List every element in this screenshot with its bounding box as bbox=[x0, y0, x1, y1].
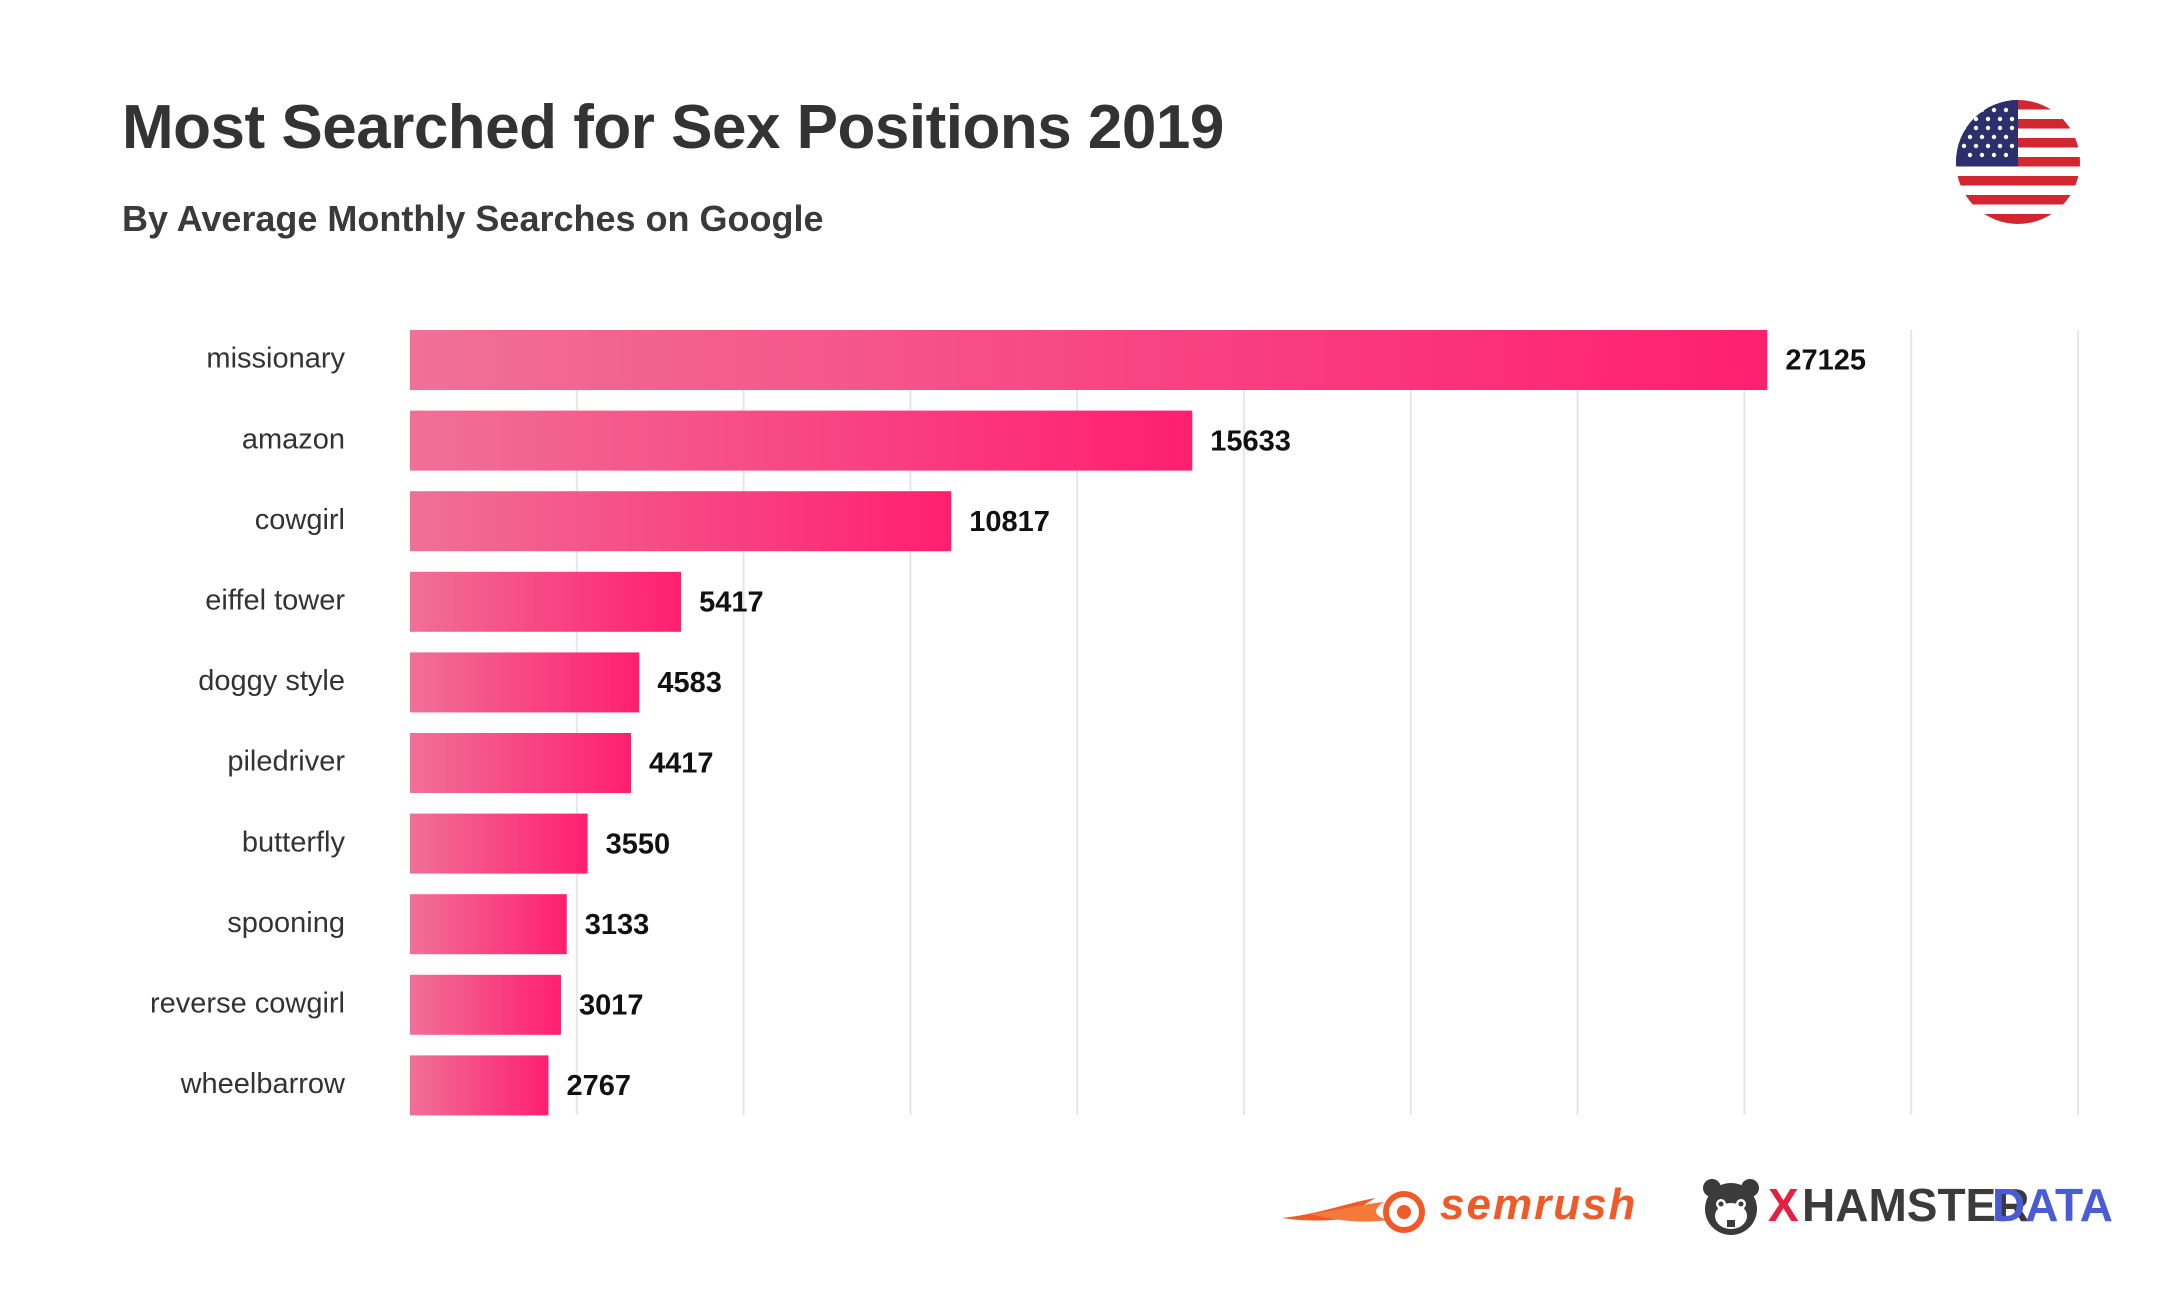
bar-butterfly bbox=[410, 813, 588, 874]
category-label: missionary bbox=[206, 343, 345, 375]
value-label: 3133 bbox=[585, 909, 650, 941]
bar-missionary bbox=[410, 330, 1768, 390]
value-labels: 27125 15633 10817 5417 4583 4417 3550 3133 3017 2… bbox=[566, 345, 1866, 1102]
bar-amazon bbox=[410, 410, 1193, 471]
value-label: 4583 bbox=[657, 667, 722, 699]
bar-spooning bbox=[410, 894, 567, 955]
xhamster-hamster-text: HAMSTER bbox=[1802, 1179, 2030, 1231]
value-label: 10817 bbox=[969, 506, 1050, 538]
category-label: wheelbarrow bbox=[180, 1068, 346, 1100]
value-label: 2767 bbox=[566, 1070, 631, 1102]
category-label: butterfly bbox=[242, 826, 346, 858]
bar-wheelbarrow bbox=[410, 1055, 549, 1116]
bar-doggy-style bbox=[410, 652, 640, 713]
category-label: reverse cowgirl bbox=[150, 987, 345, 1019]
semrush-logo-text: semrush bbox=[1440, 1180, 1638, 1229]
category-label: doggy style bbox=[198, 665, 345, 697]
category-label: amazon bbox=[242, 423, 345, 455]
xhamster-data-text: DATA bbox=[1992, 1179, 2113, 1231]
bar-reverse-cowgirl bbox=[410, 974, 561, 1035]
value-label: 4417 bbox=[649, 748, 714, 780]
bars bbox=[410, 330, 1768, 1116]
semrush-fire-icon bbox=[1282, 1191, 1425, 1233]
us-flag-icon bbox=[1956, 100, 2080, 224]
value-label: 3017 bbox=[579, 989, 644, 1021]
chart-subtitle: By Average Monthly Searches on Google bbox=[122, 198, 824, 239]
category-label: eiffel tower bbox=[205, 584, 345, 616]
footer-logos: semrush X HAMSTER DATA bbox=[1280, 1170, 2113, 1250]
hamster-icon bbox=[1703, 1179, 1759, 1235]
category-label: piledriver bbox=[227, 746, 345, 778]
value-label: 5417 bbox=[699, 586, 764, 618]
bar-piledriver bbox=[410, 733, 632, 793]
xhamster-x-text: X bbox=[1768, 1179, 1799, 1231]
category-label: cowgirl bbox=[255, 504, 345, 536]
bar-cowgirl bbox=[410, 491, 952, 552]
value-label: 3550 bbox=[606, 828, 671, 860]
value-label: 27125 bbox=[1785, 345, 1866, 377]
bar-eiffel-tower bbox=[410, 571, 682, 632]
category-labels: missionary amazon cowgirl eiffel tower doggy… bbox=[150, 343, 346, 1100]
bar-chart: missionary amazon cowgirl eiffel tower doggy… bbox=[150, 330, 2079, 1116]
category-label: spooning bbox=[227, 907, 345, 939]
value-label: 15633 bbox=[1210, 425, 1291, 457]
chart-title: Most Searched for Sex Positions 2019 bbox=[122, 93, 1224, 162]
